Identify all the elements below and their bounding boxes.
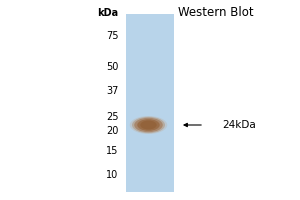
Text: 20: 20: [106, 126, 118, 136]
Ellipse shape: [140, 120, 157, 130]
Text: Western Blot: Western Blot: [178, 6, 254, 19]
Text: 25: 25: [106, 112, 118, 122]
Ellipse shape: [132, 117, 165, 133]
Bar: [126, 14, 174, 192]
Ellipse shape: [134, 118, 163, 132]
Ellipse shape: [130, 116, 167, 134]
Text: 15: 15: [106, 146, 118, 156]
Text: 75: 75: [106, 31, 118, 41]
Text: 37: 37: [106, 86, 118, 96]
Text: 10: 10: [106, 170, 118, 180]
Text: 24kDa: 24kDa: [222, 120, 256, 130]
Text: kDa: kDa: [98, 8, 118, 18]
Ellipse shape: [137, 119, 160, 131]
Text: 50: 50: [106, 62, 118, 72]
